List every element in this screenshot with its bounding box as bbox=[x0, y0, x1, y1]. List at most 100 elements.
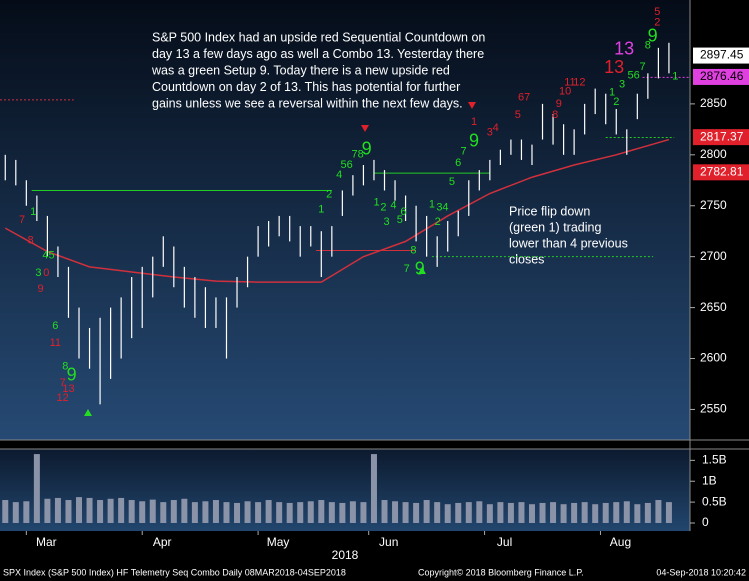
y-tick-label: 2750 bbox=[700, 198, 727, 212]
td-count: 13 bbox=[62, 383, 74, 395]
volume-bar bbox=[423, 500, 430, 523]
volume-bar bbox=[613, 502, 620, 523]
volume-bar bbox=[349, 501, 356, 523]
volume-tick-label: 1B bbox=[702, 473, 717, 487]
price-label-box bbox=[693, 68, 749, 85]
td-count: 7 bbox=[60, 377, 66, 389]
td-count: 9 bbox=[67, 365, 77, 385]
volume-bar bbox=[297, 502, 304, 523]
volume-bar bbox=[318, 500, 325, 523]
volume-bar bbox=[665, 502, 672, 523]
x-tick-label: Apr bbox=[153, 535, 172, 549]
td-count: 9 bbox=[37, 283, 43, 295]
volume-tick-label: 1.5B bbox=[702, 453, 727, 467]
volume-bar bbox=[128, 500, 135, 523]
volume-bar bbox=[307, 501, 314, 523]
moving-average bbox=[4, 138, 670, 283]
note-line: Price flip down bbox=[509, 204, 590, 218]
td-count: 7 bbox=[640, 61, 646, 73]
volume-bar bbox=[528, 504, 535, 523]
td-count: 13 bbox=[604, 57, 624, 77]
td-count: 1 bbox=[609, 87, 615, 99]
td-count: 1 bbox=[429, 199, 435, 211]
td-count: 7 bbox=[19, 214, 25, 226]
td-count: 3 bbox=[487, 126, 493, 138]
td-count: 6 bbox=[455, 157, 461, 169]
volume-bar bbox=[139, 501, 146, 523]
volume-bar bbox=[550, 502, 557, 523]
td-count: 56 bbox=[340, 159, 352, 171]
note-line: lower than 4 previous bbox=[509, 236, 628, 250]
td-count: 1 bbox=[471, 116, 477, 128]
commentary-line: Countdown on day 2 of 13. This has poten… bbox=[152, 80, 460, 94]
commentary-line: was a green Setup 9. Today there is a ne… bbox=[151, 63, 450, 77]
volume-bar bbox=[602, 502, 609, 523]
commentary-line: gains unless we see a reversal within th… bbox=[152, 96, 463, 110]
td-count: 4 bbox=[336, 169, 342, 181]
td-count: 2 bbox=[654, 16, 660, 28]
y-tick-label: 2800 bbox=[700, 147, 727, 161]
td-count: 2 bbox=[435, 216, 441, 228]
volume-bar bbox=[592, 504, 599, 523]
commentary-line: day 13 a few days ago as well a Combo 13… bbox=[152, 47, 484, 61]
td-count: 12 bbox=[573, 76, 585, 88]
volume-bar bbox=[212, 500, 219, 523]
volume-bar bbox=[497, 502, 504, 523]
td-count: 11 bbox=[564, 76, 575, 88]
footer-timestamp: 04-Sep-2018 10:20:42 bbox=[656, 567, 746, 577]
price-label: 2782.81 bbox=[700, 164, 744, 178]
commentary-line: S&P 500 Index had an upside red Sequenti… bbox=[152, 30, 485, 44]
volume-bar bbox=[507, 502, 514, 523]
sell-arrow bbox=[361, 125, 369, 132]
volume-bar bbox=[644, 502, 651, 523]
td-count: 3 bbox=[619, 78, 625, 90]
y-tick-label: 2550 bbox=[700, 402, 727, 416]
price-label-box bbox=[693, 47, 749, 64]
price-panel bbox=[0, 0, 690, 440]
td-count: 56 bbox=[628, 69, 640, 81]
price-label: 2817.37 bbox=[700, 129, 744, 143]
note-line: (green 1) trading bbox=[509, 220, 601, 234]
y-tick-label: 2650 bbox=[700, 300, 727, 314]
volume-bar bbox=[486, 504, 493, 523]
volume-bar bbox=[571, 502, 578, 523]
td-count: 9 bbox=[362, 138, 372, 158]
volume-bar bbox=[392, 501, 399, 523]
volume-bar bbox=[191, 502, 198, 523]
sell-arrow bbox=[468, 102, 476, 109]
volume-bar bbox=[465, 502, 472, 523]
td-count: 67 bbox=[518, 92, 530, 104]
td-count: 5 bbox=[449, 176, 455, 188]
td-count: 1 bbox=[318, 204, 324, 216]
volume-bar bbox=[560, 504, 567, 523]
td-count: 5 bbox=[654, 6, 660, 18]
x-tick-label: Mar bbox=[36, 535, 57, 549]
x-tick-label: Aug bbox=[610, 535, 631, 549]
volume-tick-label: 0 bbox=[702, 515, 709, 529]
volume-bar bbox=[76, 497, 83, 523]
volume-bar bbox=[255, 502, 262, 523]
volume-bar bbox=[160, 502, 167, 523]
td-count: 8 bbox=[645, 40, 651, 52]
volume-bar bbox=[286, 502, 293, 523]
volume-bar bbox=[118, 497, 125, 523]
td-count: 4 bbox=[493, 122, 499, 134]
y-tick-label: 2600 bbox=[700, 351, 727, 365]
volume-bar bbox=[97, 500, 104, 523]
volume-bar bbox=[623, 501, 630, 523]
td-count: 8 bbox=[410, 244, 416, 256]
x-tick-label: Jun bbox=[379, 535, 398, 549]
td-count: 9 bbox=[415, 259, 425, 279]
volume-bar bbox=[444, 504, 451, 523]
volume-bar bbox=[2, 500, 9, 523]
td-count: 3 bbox=[35, 267, 41, 279]
volume-bar bbox=[181, 498, 188, 523]
volume-bar bbox=[107, 498, 114, 523]
volume-bar bbox=[413, 502, 420, 523]
buy-arrow bbox=[418, 267, 426, 274]
y-tick-label: 2850 bbox=[700, 96, 727, 110]
volume-bar bbox=[581, 502, 588, 523]
volume-bar bbox=[518, 502, 525, 523]
